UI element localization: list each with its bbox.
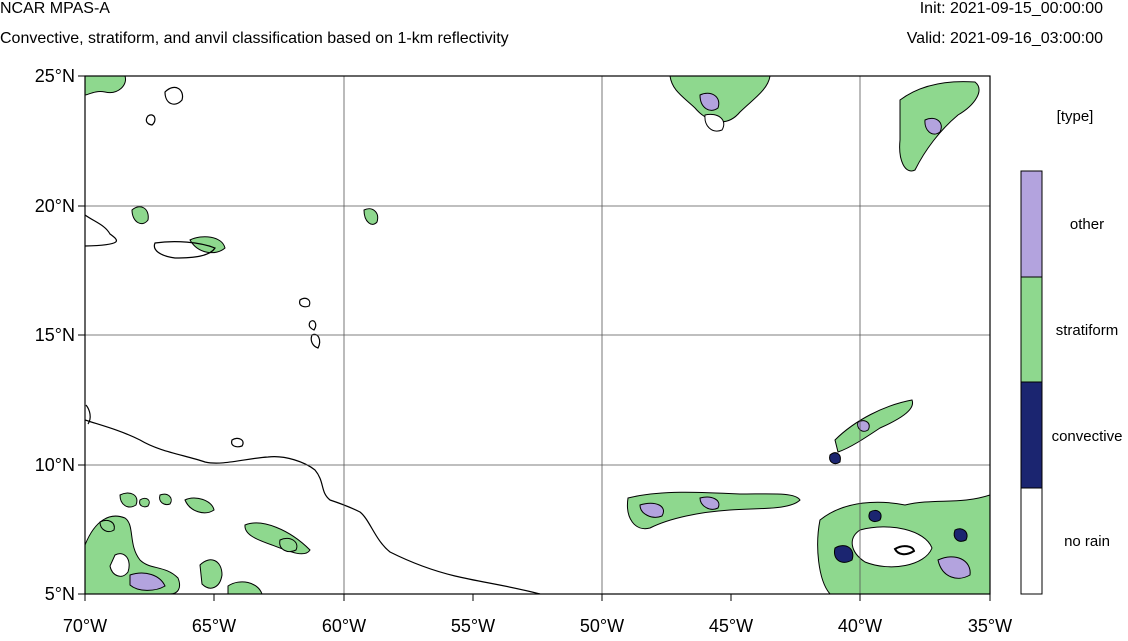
rain-cell bbox=[131, 206, 149, 225]
coastline-path bbox=[308, 320, 317, 331]
lon-label-35w: 35°W bbox=[968, 616, 1012, 636]
legend-label-stratiform: stratiform bbox=[1056, 322, 1119, 339]
rain-cell bbox=[833, 545, 854, 563]
coastline-path bbox=[85, 404, 91, 425]
lon-label-65w: 65°W bbox=[192, 616, 236, 636]
valid-time: Valid: 2021-09-16_03:00:00 bbox=[906, 30, 1103, 47]
coastline-path bbox=[299, 297, 311, 308]
rain-cell bbox=[829, 452, 841, 465]
rain-cell bbox=[953, 528, 968, 542]
precipitation-cells bbox=[85, 76, 990, 594]
rain-cell bbox=[639, 502, 664, 518]
rain-cell bbox=[139, 497, 150, 508]
init-time: Init: 2021-09-15_00:00:00 bbox=[919, 0, 1103, 17]
coastlines bbox=[85, 86, 541, 594]
coastline-path bbox=[85, 214, 118, 247]
legend-swatch-stratiform bbox=[1020, 276, 1043, 383]
rain-cell bbox=[184, 497, 215, 514]
rain-cell bbox=[924, 117, 942, 135]
coastline-path bbox=[145, 114, 156, 126]
rain-cell bbox=[626, 491, 801, 530]
axis-ticks bbox=[78, 75, 991, 601]
coastline-path bbox=[85, 419, 541, 594]
map-subtitle: Convective, stratiform, and anvil classi… bbox=[0, 30, 509, 47]
rain-cell bbox=[109, 553, 130, 577]
rain-cell bbox=[363, 208, 379, 225]
legend-swatch-convective bbox=[1020, 381, 1043, 489]
lat-label-25n: 25°N bbox=[35, 66, 75, 86]
lat-labels: 25°N 20°N 15°N 10°N 5°N bbox=[35, 66, 75, 604]
legend: [type] other stratiform convective no ra… bbox=[1020, 108, 1123, 595]
rain-cell bbox=[199, 559, 223, 589]
lat-label-5n: 5°N bbox=[45, 584, 75, 604]
coastline-path bbox=[231, 437, 244, 448]
lon-label-40w: 40°W bbox=[838, 616, 882, 636]
lat-label-20n: 20°N bbox=[35, 196, 75, 216]
rain-cell bbox=[159, 493, 172, 505]
lon-label-60w: 60°W bbox=[322, 616, 366, 636]
lat-label-15n: 15°N bbox=[35, 325, 75, 345]
graticule bbox=[85, 76, 990, 594]
rain-cell bbox=[129, 572, 166, 591]
lon-label-70w: 70°W bbox=[63, 616, 107, 636]
rain-cell bbox=[857, 420, 870, 432]
rain-cell bbox=[699, 92, 720, 111]
rain-cell bbox=[851, 526, 933, 568]
legend-label-convective: convective bbox=[1052, 428, 1123, 445]
coastline-path bbox=[153, 241, 216, 259]
rain-cell bbox=[937, 556, 971, 579]
legend-swatch-no-rain bbox=[1020, 487, 1043, 595]
rain-cell bbox=[704, 113, 725, 132]
legend-swatch-other bbox=[1020, 170, 1043, 278]
rain-cell bbox=[834, 399, 914, 453]
rain-cell bbox=[119, 492, 138, 508]
rain-cell bbox=[227, 581, 263, 594]
rain-cell bbox=[893, 545, 916, 556]
lon-label-55w: 55°W bbox=[451, 616, 495, 636]
legend-label-other: other bbox=[1070, 216, 1104, 233]
coastline-path bbox=[164, 86, 184, 105]
rain-cell bbox=[279, 537, 298, 553]
rain-cell bbox=[699, 496, 720, 510]
lon-label-50w: 50°W bbox=[580, 616, 624, 636]
rain-cell bbox=[85, 515, 181, 594]
legend-label-no-rain: no rain bbox=[1064, 533, 1110, 550]
rain-cell bbox=[189, 236, 226, 254]
map-title: NCAR MPAS-A bbox=[0, 0, 110, 17]
rain-cell bbox=[99, 519, 115, 533]
lon-labels: 70°W 65°W 60°W 55°W 50°W 45°W 40°W 35°W bbox=[63, 616, 1012, 636]
lon-label-45w: 45°W bbox=[709, 616, 753, 636]
rain-cell bbox=[868, 509, 882, 523]
rain-cell bbox=[85, 76, 127, 96]
legend-title: [type] bbox=[1057, 108, 1094, 125]
lat-label-10n: 10°N bbox=[35, 455, 75, 475]
